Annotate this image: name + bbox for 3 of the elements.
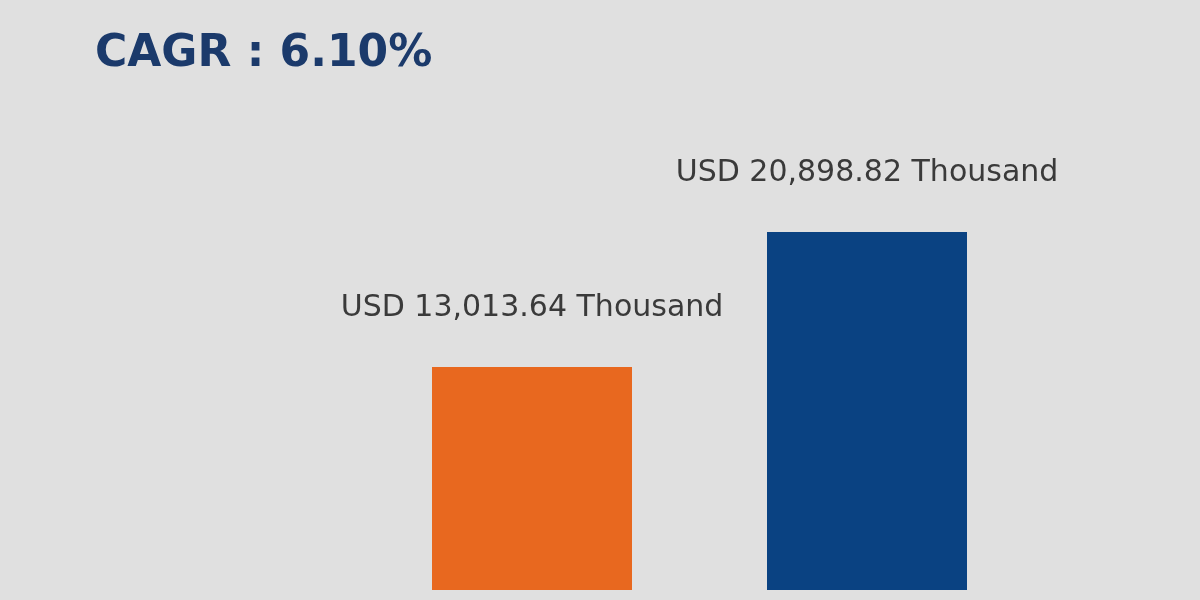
data-label: USD 20,898.82 Thousand: [675, 153, 1059, 188]
data-label: USD 13,013.64 Thousand: [340, 288, 724, 324]
chart-title: CAGR : 6.10%: [95, 25, 433, 76]
